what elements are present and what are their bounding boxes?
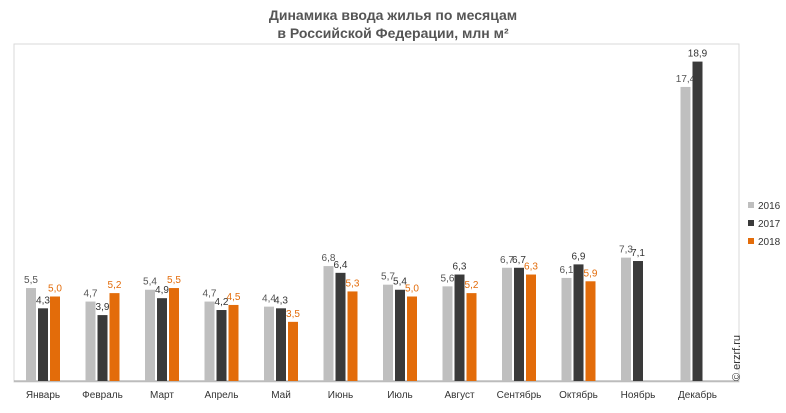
- bar-2017-10: [573, 264, 584, 381]
- bar-2017-1: [38, 308, 48, 381]
- value-label-2017-2: 3,9: [96, 302, 110, 313]
- bar-2016-7: [383, 284, 393, 381]
- value-label-2016-10: 6,1: [560, 265, 574, 276]
- x-tick-label: Август: [444, 390, 475, 401]
- value-label-2016-12: 17,4: [676, 74, 696, 85]
- value-label-2016-4: 4,7: [203, 289, 217, 300]
- bar-2016-3: [145, 289, 155, 381]
- bar-2017-5: [276, 308, 286, 381]
- value-label-2018-1: 5,0: [48, 284, 62, 295]
- bar-2017-11: [633, 261, 643, 381]
- value-label-2017-4: 4,2: [215, 297, 229, 308]
- bar-2017-4: [216, 310, 227, 381]
- bar-2016-5: [264, 306, 274, 381]
- legend-label-2018: 2018: [758, 237, 781, 248]
- x-tick-label: Февраль: [82, 390, 123, 401]
- value-label-2016-1: 5,5: [24, 275, 38, 286]
- chart-title-line-2: в Российской Федерации, млн м²: [277, 25, 509, 41]
- value-label-2018-5: 3,5: [286, 309, 300, 320]
- value-label-2018-10: 5,9: [584, 268, 598, 279]
- legend-swatch-2018: [748, 238, 754, 244]
- bar-2018-2: [109, 293, 120, 381]
- value-label-2017-3: 4,9: [155, 285, 169, 296]
- x-tick-label: Май: [271, 390, 291, 401]
- bar-2017-7: [395, 289, 405, 381]
- bar-2017-2: [97, 315, 108, 381]
- x-tick-label: Март: [150, 390, 174, 401]
- bar-2018-5: [288, 321, 298, 381]
- x-tick-label: Ноябрь: [621, 389, 656, 401]
- bar-2017-3: [157, 298, 167, 381]
- bar-2016-9: [502, 267, 512, 381]
- bar-2018-9: [526, 274, 536, 381]
- value-label-2017-12: 18,9: [688, 49, 708, 60]
- bar-2016-12: [680, 86, 691, 381]
- value-label-2018-6: 5,3: [346, 278, 360, 289]
- value-label-2018-9: 6,3: [524, 262, 538, 273]
- value-label-2017-5: 4,3: [274, 295, 288, 306]
- x-tick-label: Январь: [26, 390, 60, 401]
- value-label-2018-3: 5,5: [167, 275, 181, 286]
- value-label-2016-7: 5,7: [381, 272, 395, 283]
- x-tick-label: Июль: [387, 390, 413, 401]
- value-label-2016-6: 6,8: [322, 253, 336, 264]
- value-label-2016-8: 5,6: [441, 273, 455, 284]
- bar-2018-7: [407, 296, 417, 381]
- value-label-2017-11: 7,1: [631, 248, 645, 259]
- bar-2018-10: [585, 281, 596, 381]
- bar-2016-1: [26, 288, 36, 381]
- bar-2017-8: [454, 274, 465, 381]
- bar-2016-6: [323, 266, 334, 381]
- value-label-2017-7: 5,4: [393, 277, 407, 288]
- bar-2018-3: [169, 288, 179, 381]
- value-label-2018-2: 5,2: [108, 280, 122, 291]
- bar-2017-12: [692, 61, 703, 382]
- value-label-2017-6: 6,4: [334, 260, 348, 271]
- bar-2016-8: [442, 286, 453, 381]
- value-label-2016-11: 7,3: [619, 245, 633, 256]
- value-label-2017-1: 4,3: [36, 295, 50, 306]
- x-tick-label: Октябрь: [559, 389, 598, 401]
- value-label-2016-2: 4,7: [84, 289, 98, 300]
- legend-label-2016: 2016: [758, 201, 781, 212]
- x-tick-label: Апрель: [205, 390, 239, 401]
- value-label-2018-7: 5,0: [405, 284, 419, 295]
- legend-swatch-2016: [748, 202, 754, 208]
- bar-2018-4: [228, 304, 239, 381]
- value-label-2016-9: 6,7: [500, 255, 514, 266]
- bar-2018-8: [466, 293, 477, 381]
- bar-2017-6: [335, 272, 346, 381]
- bar-2016-10: [561, 277, 572, 381]
- value-label-2018-8: 5,2: [465, 280, 479, 291]
- bar-2017-9: [514, 267, 524, 381]
- bars-group: 5,54,35,0Январь4,73,95,2Февраль5,44,95,5…: [24, 49, 717, 401]
- bar-2018-1: [50, 296, 60, 381]
- value-label-2017-10: 6,9: [572, 251, 586, 262]
- legend: 2016 2017 2018: [748, 201, 781, 248]
- value-label-2017-8: 6,3: [453, 262, 467, 273]
- watermark: © erzrf.ru: [731, 335, 743, 381]
- legend-label-2017: 2017: [758, 219, 781, 230]
- bar-2016-11: [621, 257, 631, 381]
- legend-swatch-2017: [748, 220, 754, 226]
- value-label-2016-3: 5,4: [143, 277, 157, 288]
- value-label-2018-4: 4,5: [227, 292, 241, 303]
- x-tick-label: Сентябрь: [497, 389, 542, 401]
- bar-2016-2: [85, 301, 96, 381]
- x-tick-label: Июнь: [328, 390, 353, 401]
- chart-title-line-1: Динамика ввода жилья по месяцам: [269, 7, 517, 23]
- plot-frame: [13, 43, 740, 383]
- value-label-2017-9: 6,7: [512, 255, 526, 266]
- x-tick-label: Декабрь: [678, 389, 717, 401]
- bar-2018-6: [347, 291, 358, 381]
- bar-2016-4: [204, 301, 215, 381]
- value-label-2016-5: 4,4: [262, 294, 276, 305]
